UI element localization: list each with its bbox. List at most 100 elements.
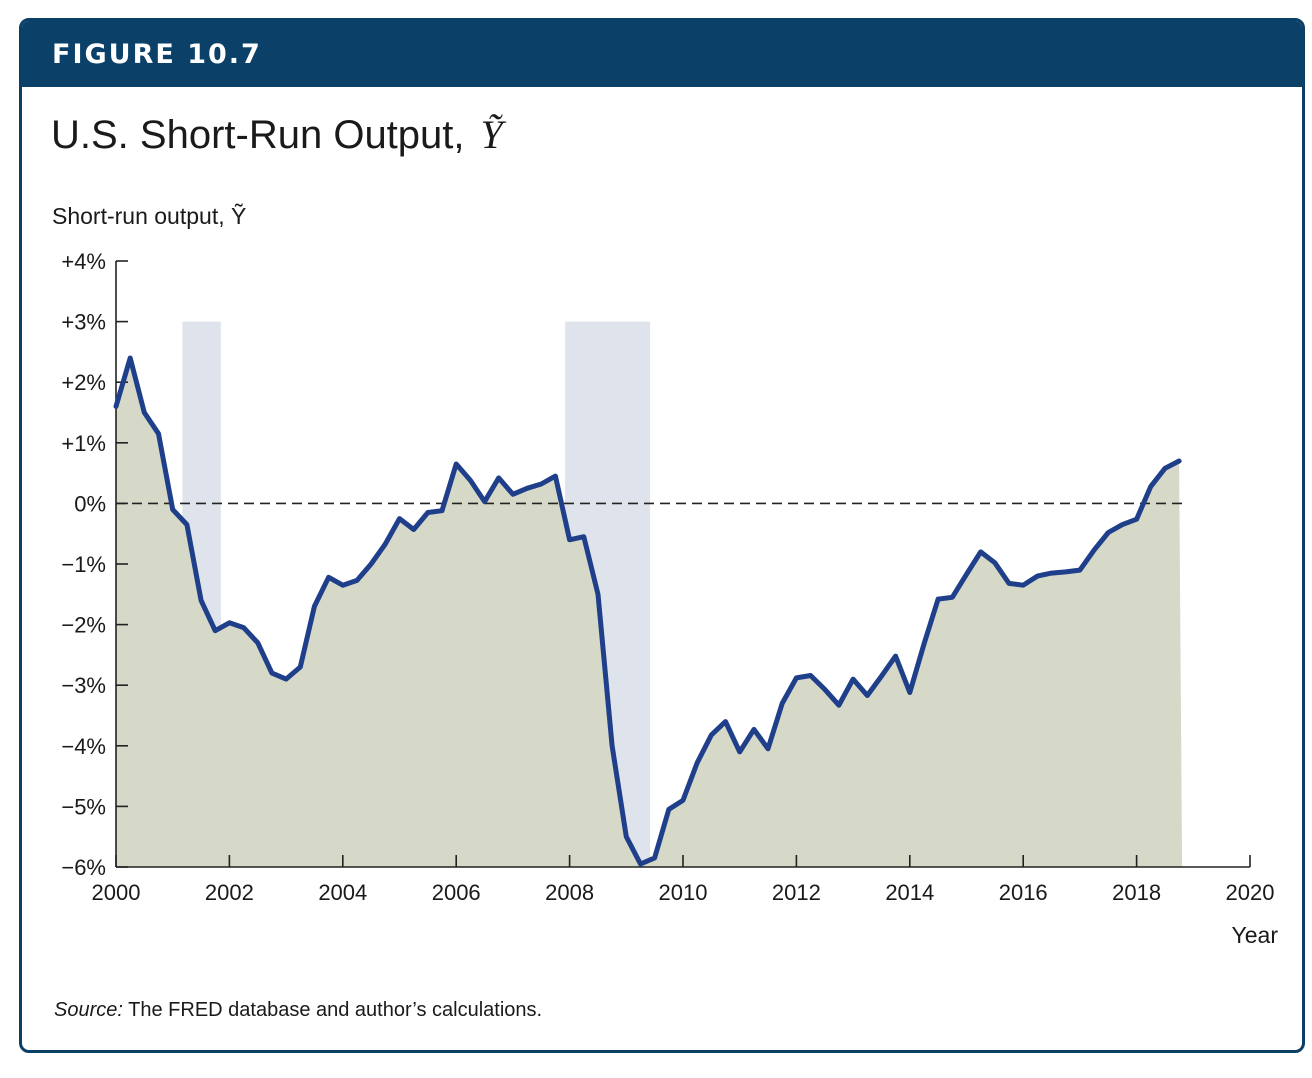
y-tick-label: +1%: [61, 431, 106, 456]
data-point-59: [951, 596, 954, 599]
axes: [115, 260, 1251, 868]
data-point-40: [682, 799, 684, 802]
data-point-67: [1064, 571, 1067, 573]
data-point-3: [157, 432, 160, 435]
x-axis-title: Year: [1232, 922, 1279, 948]
source-note: Source: The FRED database and author’s c…: [54, 999, 542, 1022]
data-point-30: [540, 483, 543, 485]
data-point-63: [1008, 582, 1010, 585]
data-point-66: [1050, 572, 1053, 574]
data-point-69: [1093, 549, 1095, 551]
data-point-37: [639, 863, 642, 865]
data-point-52: [852, 678, 854, 680]
data-point-27: [497, 477, 500, 479]
data-point-71: [1121, 523, 1124, 526]
data-point-61: [979, 551, 982, 553]
chart-title: U.S. Short-Run Output, Ỹ: [51, 111, 503, 158]
data-point-38: [653, 857, 656, 859]
data-point-24: [455, 463, 458, 465]
figure-label: FIGURE 10.7: [52, 39, 262, 70]
short-run-output-line: [113, 355, 1182, 867]
source-text: The FRED database and author’s calculati…: [122, 999, 543, 1021]
data-point-41: [696, 761, 698, 764]
data-point-70: [1107, 531, 1110, 534]
data-point-50: [823, 688, 826, 691]
data-point-62: [994, 561, 996, 564]
short-run-output-area: [116, 358, 1183, 867]
tick-labels: +4% +3% +2% +1% 0% −1% −2% −3% −4% −5% −6%2000 2002…: [61, 249, 1274, 905]
data-point-45: [753, 728, 755, 731]
data-point-5: [186, 523, 188, 526]
data-point-9: [242, 626, 245, 629]
data-point-74: [1164, 467, 1166, 470]
data-point-73: [1149, 485, 1152, 488]
data-point-19: [384, 543, 387, 545]
data-point-75: [1178, 460, 1180, 462]
data-point-54: [880, 675, 883, 677]
y-tick-label: −4%: [61, 734, 106, 759]
data-point-31: [554, 475, 557, 477]
y-tick-label: −3%: [61, 673, 106, 698]
data-point-11: [271, 672, 273, 674]
x-tick-label: 2012: [772, 880, 821, 905]
data-point-43: [724, 720, 727, 723]
source-prefix: Source:: [54, 999, 123, 1021]
data-point-53: [866, 694, 869, 697]
data-point-15: [327, 576, 330, 579]
data-point-42: [710, 734, 713, 736]
data-point-26: [483, 500, 486, 503]
data-point-23: [441, 509, 443, 512]
data-point-60: [965, 573, 968, 576]
y-tick-label: +4%: [61, 249, 106, 274]
data-point-39: [668, 808, 670, 811]
data-point-6: [200, 599, 202, 602]
data-point-48: [795, 677, 798, 679]
y-tick-label: −6%: [61, 855, 106, 880]
data-point-29: [526, 487, 528, 490]
y-tick-label: +2%: [61, 370, 106, 395]
data-point-64: [1022, 584, 1024, 587]
x-tick-label: 2018: [1112, 880, 1161, 905]
data-point-36: [625, 835, 628, 838]
data-point-2: [143, 411, 146, 414]
data-point-58: [937, 598, 939, 600]
data-point-20: [398, 517, 401, 520]
data-point-49: [809, 674, 812, 677]
data-point-28: [512, 493, 514, 496]
y-tick-label: −5%: [61, 794, 106, 819]
data-point-57: [923, 643, 925, 645]
data-point-8: [228, 621, 231, 624]
data-point-0: [115, 405, 117, 408]
y-tick-label: 0%: [74, 491, 106, 516]
x-tick-label: 2006: [432, 880, 481, 905]
data-point-18: [370, 563, 372, 565]
figure-frame: FIGURE 10.7 U.S. Short-Run Output, Ỹ +4%…: [19, 18, 1305, 1053]
data-point-68: [1079, 569, 1081, 571]
data-point-4: [171, 508, 174, 511]
y-tick-label: +3%: [61, 310, 106, 335]
x-tick-label: 2000: [92, 880, 141, 905]
data-point-44: [738, 751, 741, 753]
data-point-47: [781, 702, 784, 705]
data-point-56: [909, 691, 911, 694]
data-point-22: [427, 511, 429, 514]
data-point-65: [1036, 575, 1039, 577]
chart-title-text: U.S. Short-Run Output,: [51, 113, 465, 157]
data-point-32: [568, 538, 571, 541]
data-point-17: [356, 579, 358, 582]
data-point-51: [838, 704, 840, 706]
data-point-1: [129, 357, 131, 359]
data-point-35: [611, 745, 613, 747]
data-point-46: [767, 748, 769, 750]
y-tick-label: −1%: [61, 552, 106, 577]
data-point-16: [342, 584, 344, 587]
y-tick-label: −2%: [61, 613, 106, 638]
data-point-25: [469, 479, 472, 482]
data-point-10: [256, 641, 259, 644]
chart-title-symbol: Ỹ: [480, 112, 503, 157]
data-point-21: [412, 528, 415, 531]
data-point-7: [214, 629, 217, 632]
x-tick-label: 2016: [999, 880, 1048, 905]
chart-svg: +4% +3% +2% +1% 0% −1% −2% −3% −4% −5% −6%2000 2002…: [52, 203, 1279, 948]
data-point-34: [597, 593, 599, 596]
